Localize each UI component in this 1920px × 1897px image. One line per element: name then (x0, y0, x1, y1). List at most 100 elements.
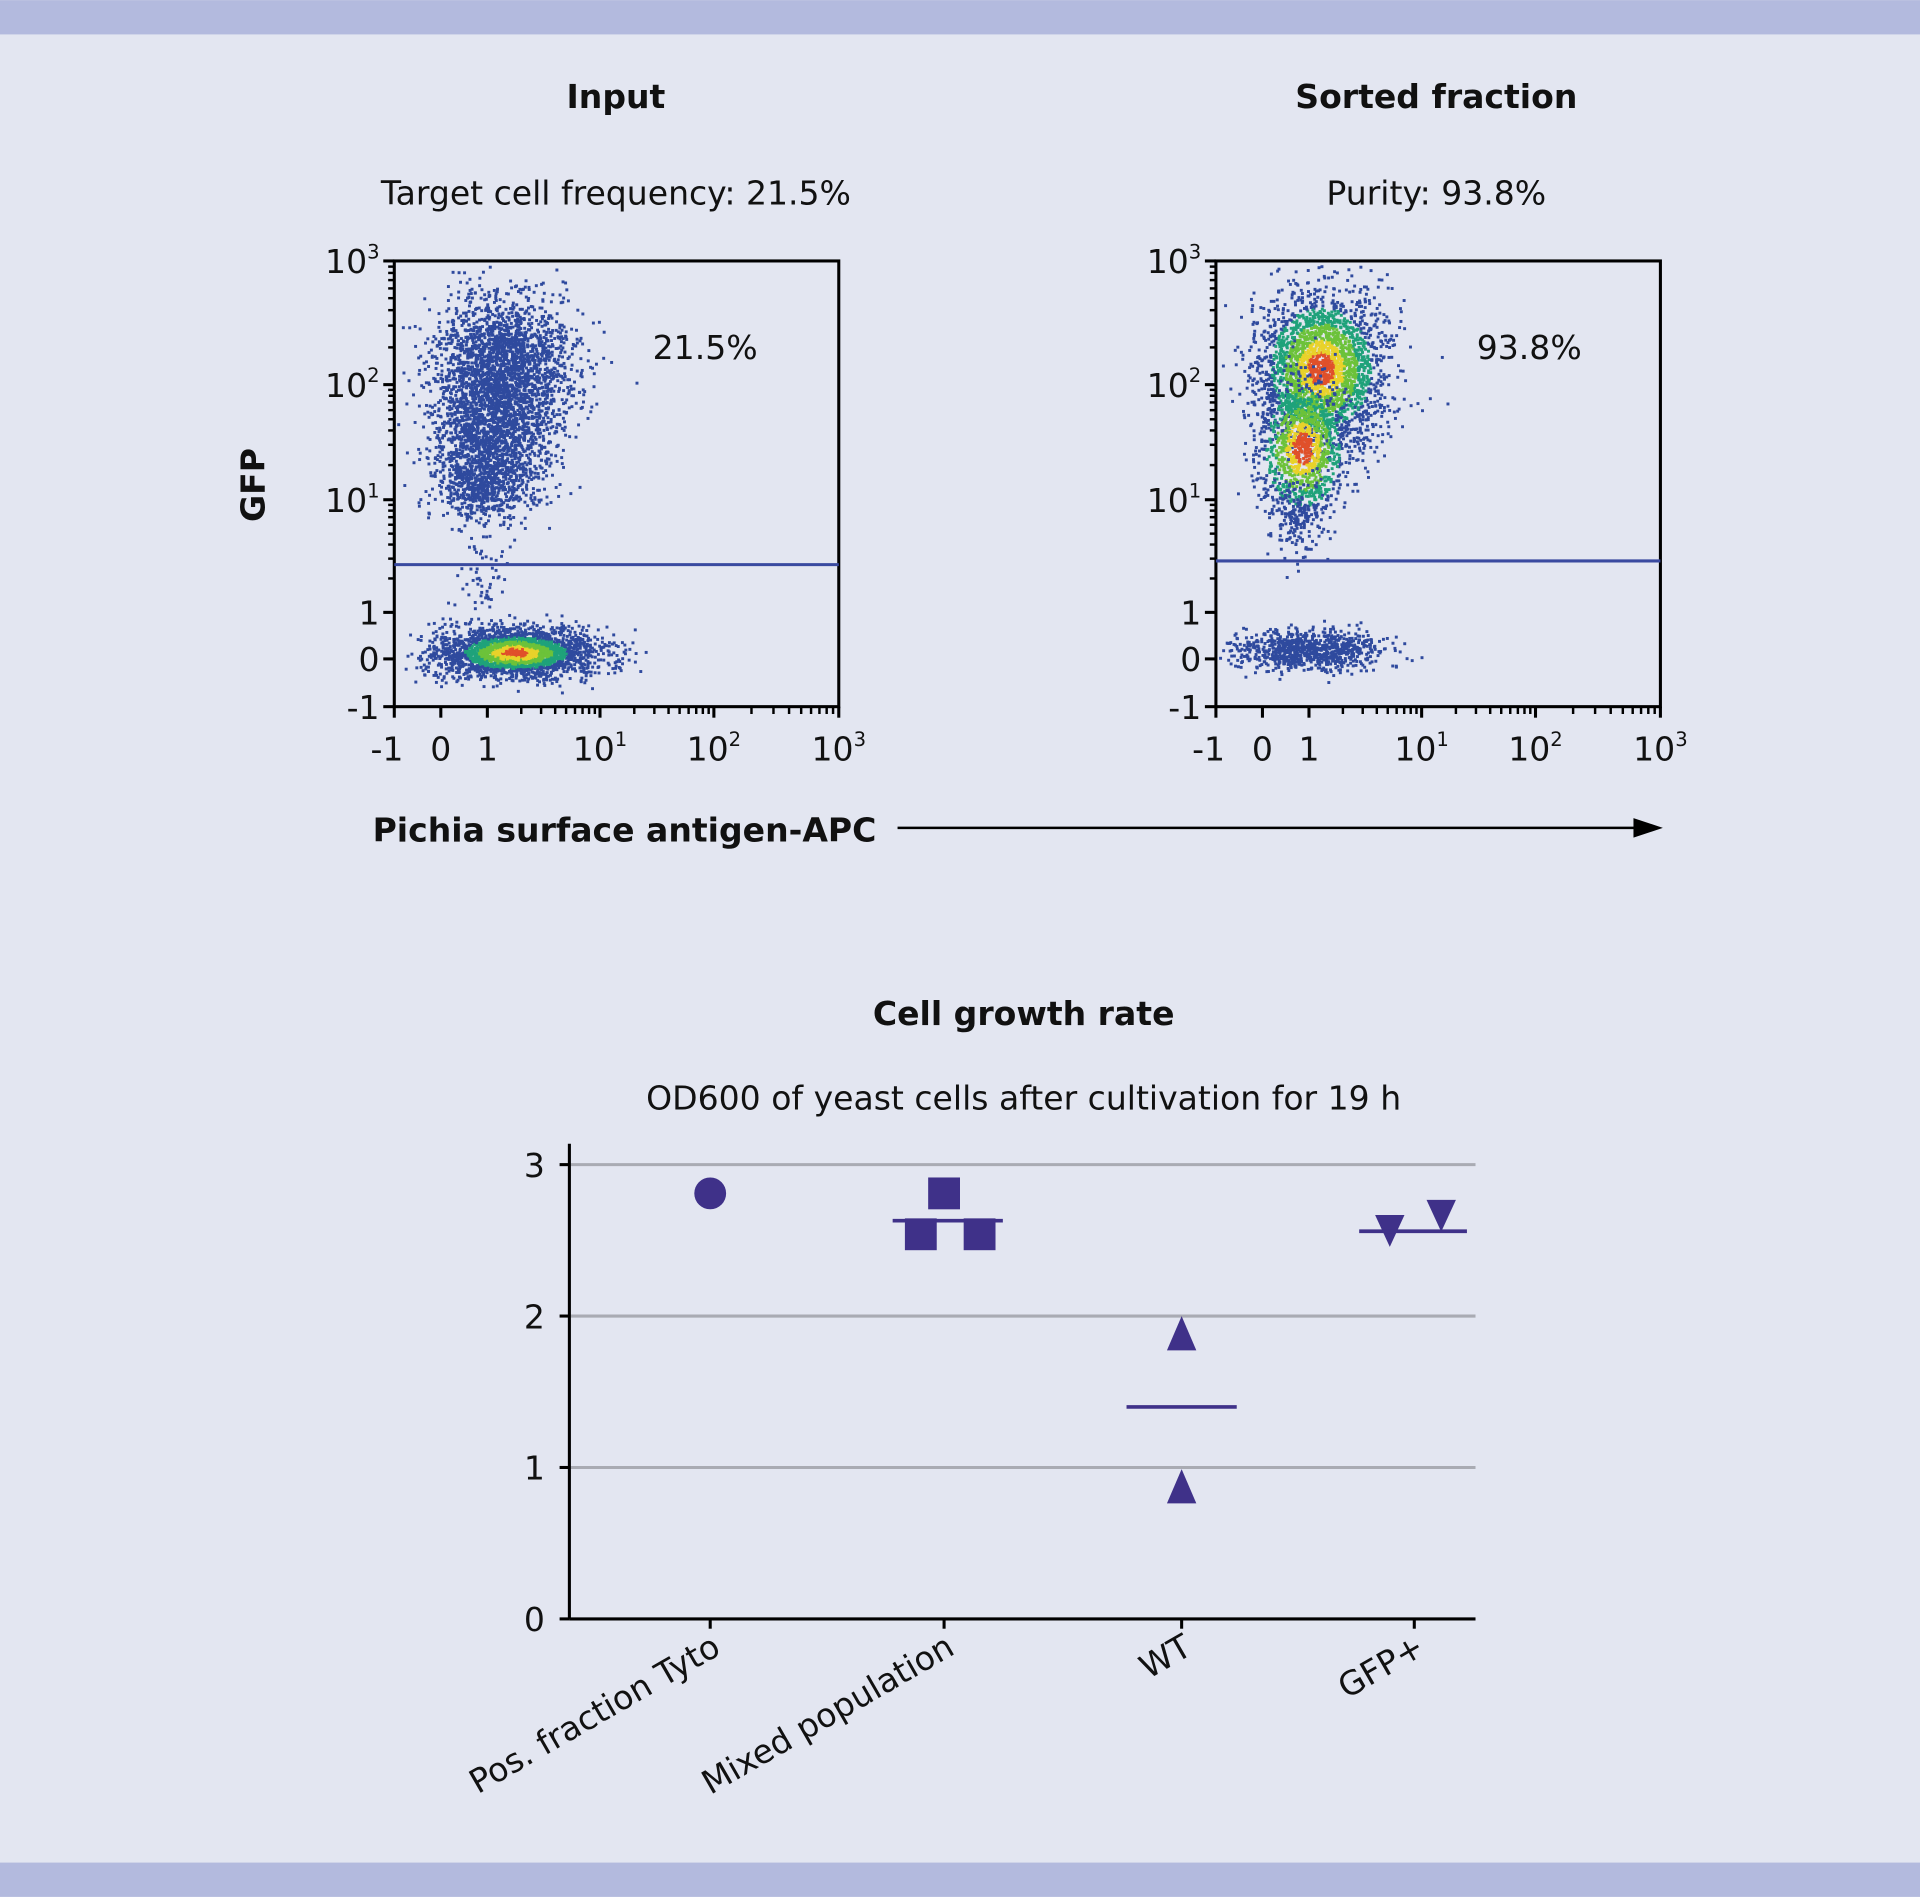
event-point (455, 449, 458, 453)
event-point (461, 492, 465, 495)
event-point (500, 373, 504, 377)
event-point (469, 292, 473, 295)
event-point (444, 431, 448, 435)
event-point (515, 377, 519, 381)
event-point (482, 398, 486, 402)
event-point (575, 341, 579, 345)
event-point (497, 461, 501, 465)
event-point (509, 403, 513, 407)
event-point (548, 678, 552, 682)
event-point (527, 358, 530, 362)
event-point (450, 505, 454, 509)
event-point (544, 362, 548, 366)
event-point (470, 287, 474, 291)
event-point (497, 326, 501, 330)
event-point (490, 401, 493, 405)
event-point (615, 654, 619, 657)
event-point (480, 485, 484, 489)
event-point (470, 645, 474, 649)
event-point (449, 492, 453, 496)
event-point (466, 337, 469, 341)
event-point (440, 485, 444, 489)
event-point (547, 382, 551, 386)
event-point (444, 667, 448, 671)
sorted-title: Sorted fraction (1295, 77, 1577, 116)
event-point (528, 362, 532, 366)
event-point (508, 630, 512, 634)
event-point (515, 348, 519, 352)
event-point (485, 535, 489, 539)
event-point (449, 392, 453, 396)
event-point (514, 396, 518, 400)
event-point (503, 350, 507, 354)
event-point (455, 462, 459, 466)
event-point (507, 330, 510, 333)
event-point (443, 420, 446, 424)
event-point (540, 317, 544, 321)
event-point (558, 293, 562, 297)
event-point (441, 422, 444, 426)
event-point (457, 296, 461, 300)
event-point (503, 578, 507, 582)
event-point (492, 653, 496, 657)
event-point (517, 434, 521, 438)
event-point (516, 290, 520, 294)
event-point (515, 366, 519, 370)
event-point (447, 437, 451, 441)
event-point (467, 439, 471, 443)
event-point (459, 444, 462, 448)
event-point (508, 349, 512, 353)
event-point (537, 343, 541, 347)
event-point (429, 411, 433, 415)
event-point (521, 480, 525, 484)
event-point (473, 386, 477, 390)
event-point (495, 504, 499, 508)
event-point (476, 461, 480, 465)
event-point (475, 344, 479, 348)
event-point (543, 487, 546, 491)
event-point (558, 323, 562, 327)
event-point (511, 489, 515, 493)
event-point (473, 607, 477, 611)
event-point (569, 492, 573, 496)
event-point (534, 475, 538, 479)
event-point (522, 438, 526, 442)
event-point (570, 387, 573, 391)
event-point (611, 667, 615, 671)
event-point (478, 336, 482, 340)
event-point (541, 434, 545, 438)
event-point (445, 412, 449, 416)
event-point (550, 350, 554, 354)
event-point (461, 587, 465, 591)
event-point (471, 411, 475, 415)
event-point (414, 344, 418, 348)
event-point (438, 444, 441, 448)
event-point (561, 648, 565, 652)
event-point (506, 387, 510, 391)
event-point (498, 428, 502, 432)
event-point (442, 445, 446, 449)
event-point (471, 429, 475, 433)
event-point (509, 466, 513, 470)
event-point (507, 360, 511, 364)
event-point (460, 402, 464, 406)
event-point (485, 457, 489, 461)
event-point (480, 421, 484, 425)
event-point (489, 669, 493, 673)
event-point (544, 677, 548, 681)
event-point (502, 501, 506, 505)
event-point (471, 497, 474, 501)
event-point (516, 466, 520, 470)
event-point (417, 504, 421, 508)
event-point (473, 437, 476, 441)
event-point (447, 456, 451, 460)
event-point (504, 466, 508, 470)
event-point (531, 501, 535, 505)
event-point (462, 406, 466, 410)
event-point (454, 475, 457, 479)
event-point (489, 382, 493, 386)
event-point (454, 447, 458, 451)
event-point (500, 404, 504, 408)
event-point (492, 288, 496, 292)
event-point (487, 407, 491, 411)
